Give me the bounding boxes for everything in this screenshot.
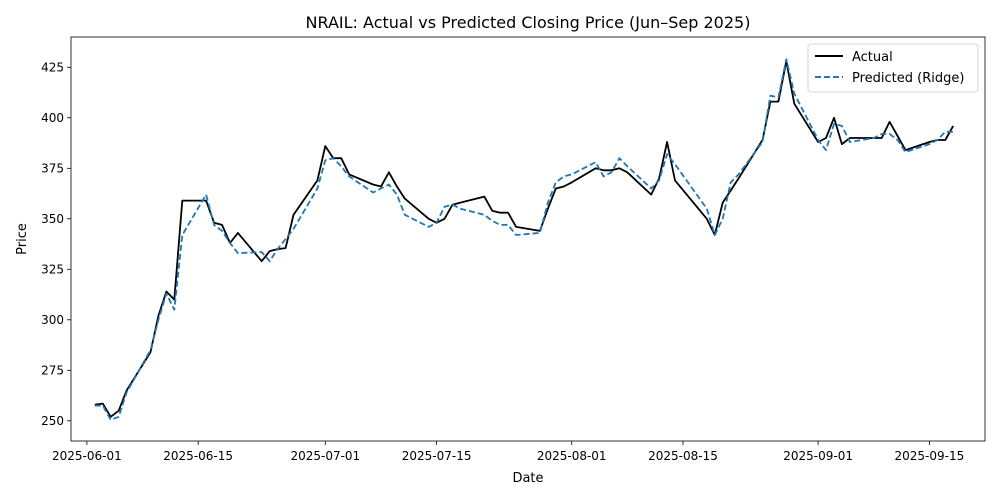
x-tick-label: 2025-08-15 xyxy=(648,449,718,463)
y-axis-label: Price xyxy=(15,223,30,255)
legend-label-actual: Actual xyxy=(852,50,893,65)
y-tick-label: 400 xyxy=(41,111,64,125)
legend: Actual Predicted (Ridge) xyxy=(807,43,979,93)
series-line-0 xyxy=(94,60,954,418)
y-tick-label: 375 xyxy=(41,161,64,175)
plot-frame xyxy=(70,36,986,442)
series-line-1 xyxy=(94,58,954,421)
legend-label-predicted: Predicted (Ridge) xyxy=(852,71,964,86)
y-axis-ticks: 250 275 300 325 350 375 400 425 xyxy=(41,60,71,428)
x-tick-label: 2025-09-15 xyxy=(894,449,964,463)
y-tick-label: 325 xyxy=(41,262,64,276)
x-tick-label: 2025-07-15 xyxy=(402,449,472,463)
x-axis-ticks: 2025-06-01 2025-06-15 2025-07-01 2025-07-15… xyxy=(52,441,964,463)
y-tick-label: 350 xyxy=(41,212,64,226)
y-tick-label: 250 xyxy=(41,414,64,428)
y-tick-label: 275 xyxy=(41,363,64,377)
x-tick-label: 2025-06-15 xyxy=(163,449,233,463)
y-tick-label: 300 xyxy=(41,313,64,327)
x-axis-label: Date xyxy=(512,471,543,486)
legend-box xyxy=(807,43,979,93)
x-tick-label: 2025-06-01 xyxy=(52,449,122,463)
series-lines xyxy=(94,58,954,421)
x-tick-label: 2025-09-01 xyxy=(783,449,853,463)
x-tick-label: 2025-07-01 xyxy=(290,449,360,463)
chart-title: NRAIL: Actual vs Predicted Closing Price… xyxy=(306,13,751,32)
y-tick-label: 425 xyxy=(41,60,64,74)
x-tick-label: 2025-08-01 xyxy=(537,449,607,463)
